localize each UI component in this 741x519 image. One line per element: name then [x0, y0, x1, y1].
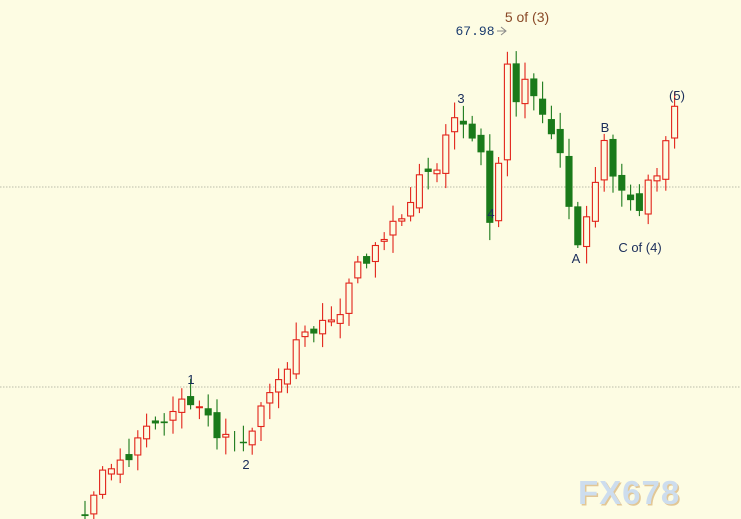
svg-text:1: 1	[187, 372, 194, 387]
svg-text:4: 4	[487, 206, 494, 221]
svg-text:B: B	[601, 120, 610, 135]
svg-text:C of (4): C of (4)	[618, 240, 661, 255]
svg-text:5 of (3): 5 of (3)	[505, 9, 549, 25]
svg-text:2: 2	[242, 457, 249, 472]
svg-text:(5): (5)	[669, 88, 685, 103]
svg-text:67.98: 67.98	[455, 24, 494, 39]
svg-text:A: A	[572, 251, 581, 266]
svg-text:3: 3	[457, 91, 464, 106]
